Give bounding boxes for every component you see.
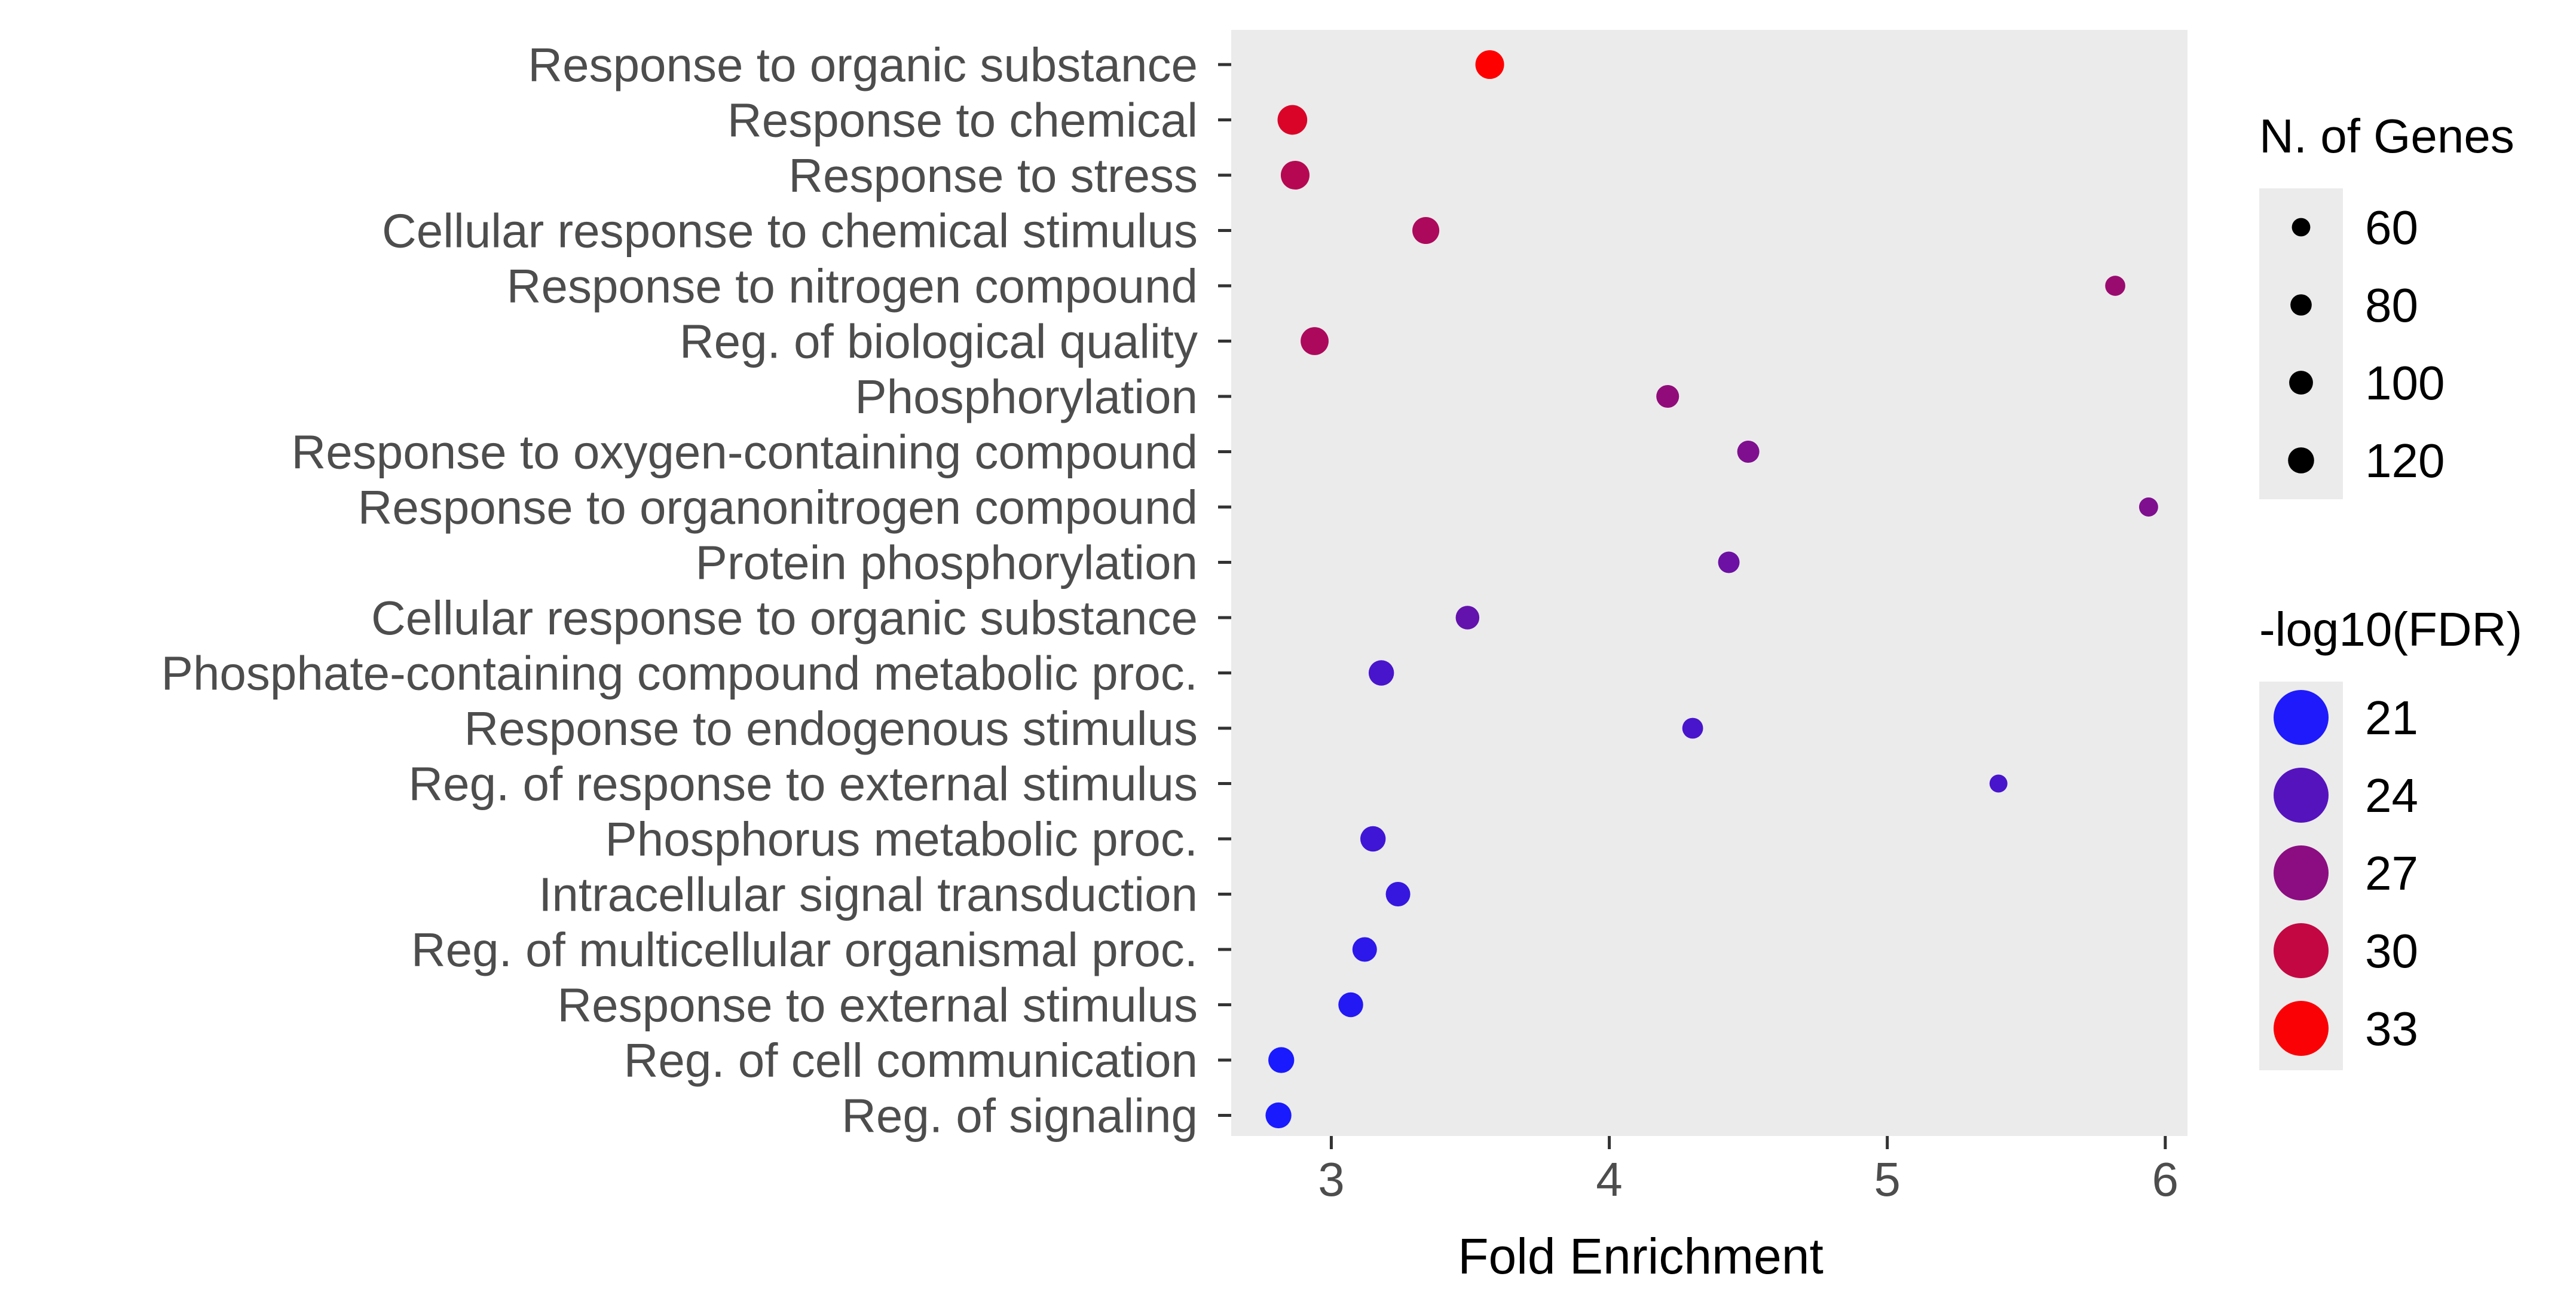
color-legend-dot	[2274, 845, 2329, 900]
size-legend-label: 100	[2365, 356, 2445, 410]
data-point	[1277, 105, 1308, 135]
data-point	[1718, 551, 1740, 573]
color-legend-dot	[2274, 1001, 2329, 1056]
x-axis: 3 4 5 6	[1318, 1136, 2179, 1206]
x-tick-label: 4	[1596, 1153, 1623, 1206]
color-legend-dot	[2274, 768, 2329, 823]
data-point	[1360, 826, 1386, 852]
y-tick-label: Phosphorus metabolic proc.	[605, 813, 1198, 866]
size-legend-items: 60 80 100 120	[2288, 201, 2445, 487]
y-tick-label: Response to endogenous stimulus	[464, 702, 1198, 755]
y-tick-label: Phosphate-containing compound metabolic …	[161, 647, 1198, 700]
size-legend-dot	[2289, 371, 2313, 395]
color-legend-label: 33	[2365, 1002, 2418, 1055]
y-tick-label: Response to oxygen-containing compound	[291, 426, 1198, 479]
color-legend-label: 27	[2365, 847, 2418, 900]
y-tick-label: Intracellular signal transduction	[539, 868, 1198, 921]
data-point	[1301, 327, 1329, 355]
size-legend-label: 60	[2365, 201, 2418, 254]
size-legend-dot	[2292, 218, 2311, 237]
y-tick-label: Response to chemical	[727, 94, 1198, 147]
y-tick-label: Protein phosphorylation	[695, 536, 1198, 590]
y-tick-label: Reg. of cell communication	[624, 1034, 1198, 1087]
data-point	[1682, 717, 1703, 739]
y-tick-label: Reg. of biological quality	[680, 315, 1198, 368]
data-point	[1475, 50, 1504, 80]
data-point	[2138, 497, 2158, 517]
y-tick-label: Phosphorylation	[855, 370, 1198, 423]
data-point	[1352, 937, 1377, 962]
data-point	[1412, 216, 1440, 245]
color-legend-title: -log10(FDR)	[2259, 603, 2522, 656]
y-tick-label: Response to stress	[788, 149, 1198, 202]
data-point	[1989, 774, 2008, 793]
data-point	[1338, 992, 1363, 1018]
y-tick-label: Reg. of multicellular organismal proc.	[411, 923, 1198, 976]
color-legend-items: 21 24 27 30 33	[2274, 690, 2418, 1056]
data-point	[2105, 276, 2125, 296]
data-point	[1455, 606, 1480, 630]
data-point	[1385, 881, 1411, 907]
data-point	[1268, 1047, 1295, 1073]
y-tick-label: Response to nitrogen compound	[507, 259, 1198, 313]
y-tick-label: Response to organonitrogen compound	[358, 481, 1198, 534]
y-tick-label: Response to external stimulus	[557, 979, 1198, 1032]
x-tick-label: 3	[1318, 1153, 1345, 1206]
size-legend-label: 80	[2365, 279, 2418, 332]
color-legend: -log10(FDR) 21 24 27 30 33	[2259, 603, 2522, 1070]
y-tick-label: Response to organic substance	[528, 38, 1198, 91]
data-points	[1265, 50, 2158, 1129]
color-legend-dot	[2274, 923, 2329, 978]
plot-panel	[1231, 30, 2188, 1136]
color-legend-dot	[2274, 690, 2329, 745]
data-point	[1265, 1102, 1292, 1129]
size-legend-dot	[2290, 294, 2312, 316]
data-point	[1737, 440, 1760, 463]
color-legend-label: 21	[2365, 691, 2418, 744]
size-legend: N. of Genes 60 80 100 120	[2259, 109, 2514, 499]
size-legend-label: 120	[2365, 434, 2445, 487]
x-tick-label: 6	[2152, 1153, 2179, 1206]
y-tick-label: Cellular response to organic substance	[371, 591, 1198, 645]
data-point	[1368, 660, 1394, 686]
size-legend-dot	[2288, 447, 2314, 474]
data-point	[1280, 160, 1310, 190]
data-point	[1656, 384, 1679, 408]
color-legend-label: 30	[2365, 924, 2418, 978]
y-tick-label: Reg. of signaling	[842, 1089, 1198, 1143]
color-legend-label: 24	[2365, 769, 2418, 822]
y-tick-label: Cellular response to chemical stimulus	[382, 204, 1198, 258]
y-tick-label: Reg. of response to external stimulus	[408, 758, 1198, 811]
size-legend-title: N. of Genes	[2259, 109, 2514, 163]
x-tick-label: 5	[1874, 1153, 1901, 1206]
x-axis-title: Fold Enrichment	[1458, 1228, 1824, 1284]
